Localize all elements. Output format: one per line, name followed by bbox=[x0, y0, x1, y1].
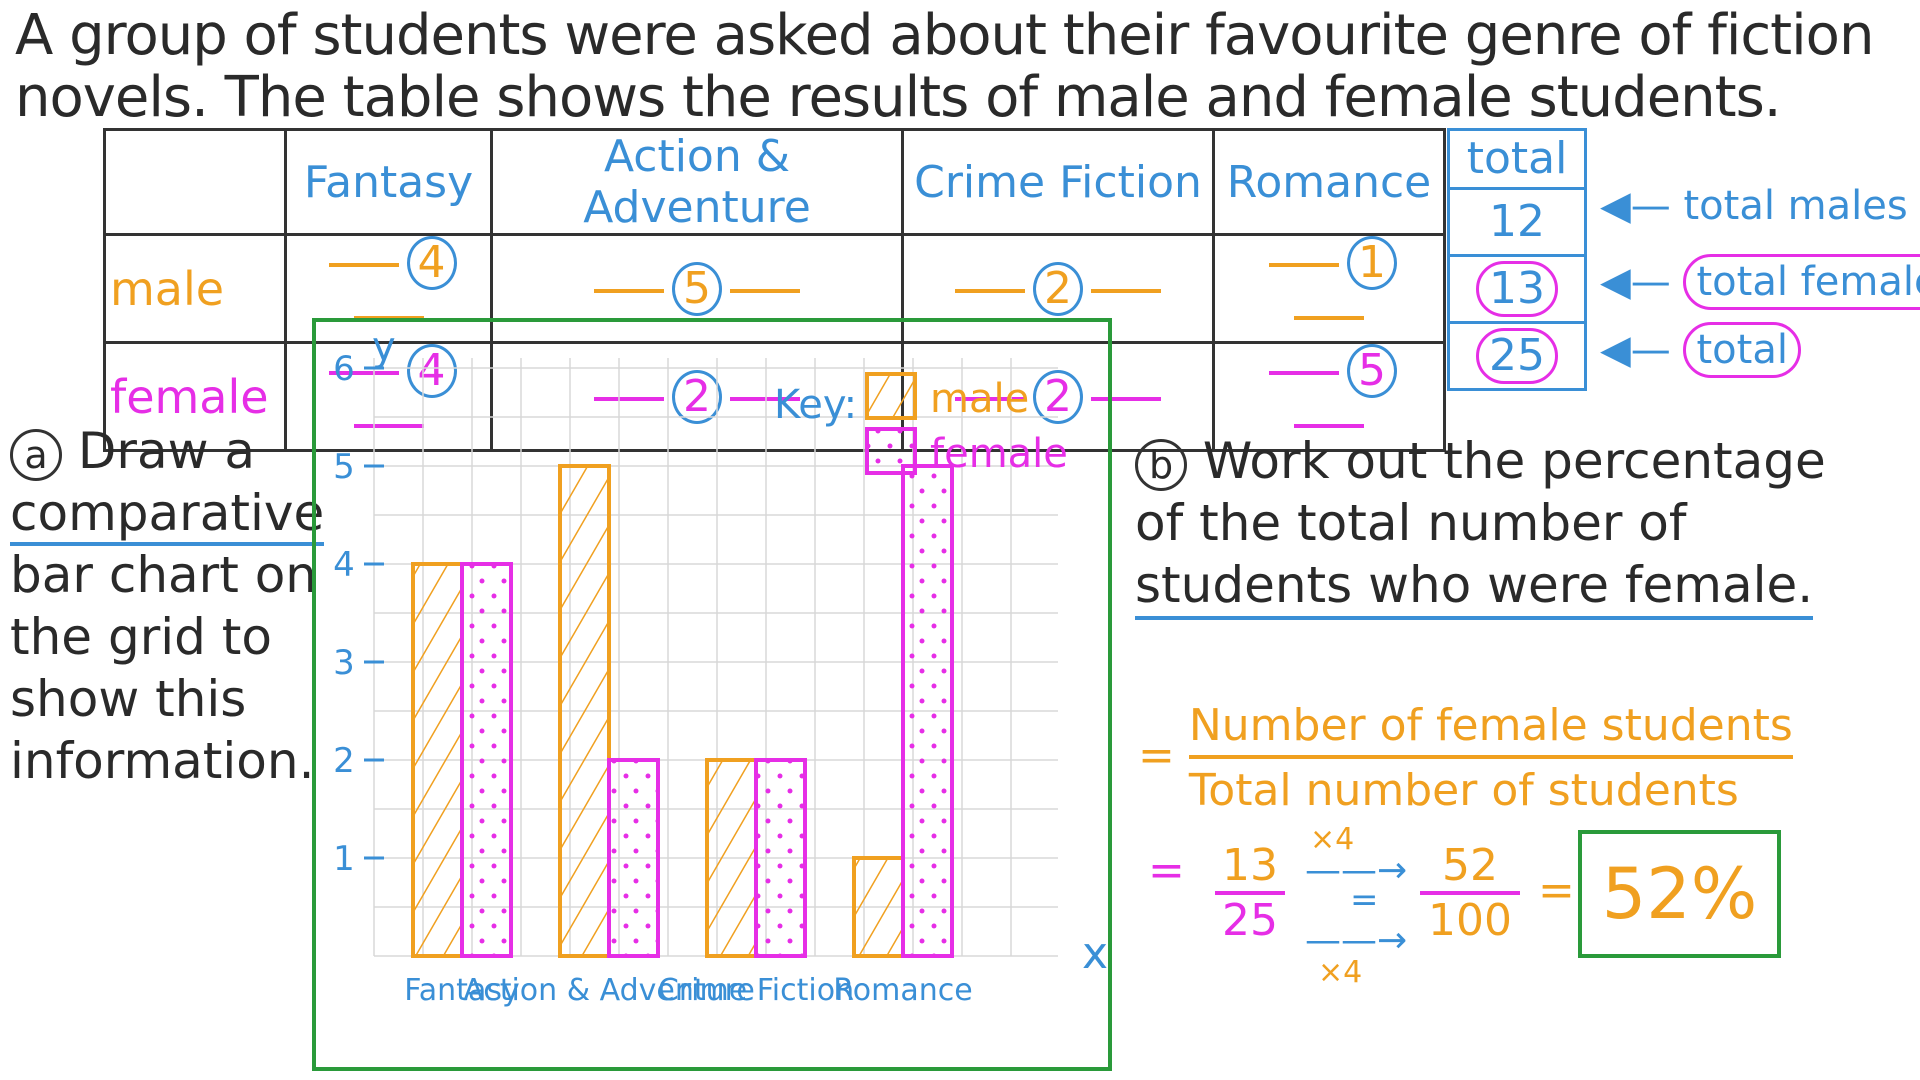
table-cell: 2 bbox=[1033, 261, 1083, 316]
working-fraction-words: = Number of female students Total number… bbox=[1138, 700, 1793, 816]
multiplier-top: ×4 bbox=[1310, 822, 1355, 857]
equals-before-answer: = bbox=[1538, 865, 1575, 916]
bar-female-1 bbox=[607, 758, 660, 958]
arrow-left-icon: ◀— bbox=[1600, 183, 1671, 229]
annotation-total-males: ◀— total males bbox=[1600, 183, 1908, 229]
chart-frame bbox=[312, 318, 1112, 1071]
bar-male-3 bbox=[852, 856, 905, 958]
x-category-label: Romance bbox=[833, 973, 972, 1008]
bar-female-3 bbox=[901, 464, 954, 958]
answer-box: 52% bbox=[1578, 830, 1781, 958]
frac1-numerator: 13 bbox=[1215, 840, 1285, 895]
question-b: b Work out the percentage of the total n… bbox=[1135, 430, 1826, 620]
table-cell: 2 bbox=[672, 369, 722, 424]
arrow-right-icon: ——→ bbox=[1305, 920, 1408, 961]
x-category-label: Fantasy bbox=[404, 973, 519, 1008]
row-label-female: female bbox=[103, 341, 287, 452]
total-column: total 12 13 25 bbox=[1447, 128, 1587, 391]
total-females-value: 13 bbox=[1476, 261, 1558, 317]
table-cell: 2 bbox=[1033, 369, 1083, 424]
results-table: Fantasy Action & Adventure Crime Fiction… bbox=[103, 128, 1446, 452]
table-cell: 4 bbox=[406, 344, 457, 398]
table-cell: 4 bbox=[406, 236, 457, 290]
row-label-male: male bbox=[103, 233, 287, 344]
table-row: male 4 5 2 1 bbox=[103, 233, 1446, 344]
bar-male-0 bbox=[411, 562, 464, 958]
key-label-male: male bbox=[930, 376, 1029, 422]
total-header: total bbox=[1466, 133, 1568, 184]
header-fantasy: Fantasy bbox=[284, 128, 493, 236]
arrow-left-icon: ◀— bbox=[1600, 327, 1671, 373]
key-title: Key: bbox=[774, 382, 857, 428]
question-a-label: a bbox=[10, 428, 62, 481]
annotation-total: ◀— total bbox=[1600, 322, 1801, 378]
key-swatch-female bbox=[865, 427, 917, 475]
intro-text: A group of students were asked about the… bbox=[15, 5, 1915, 129]
key-label-female: female bbox=[930, 431, 1068, 477]
x-category-label: Crime Fiction bbox=[658, 973, 854, 1008]
bar-female-2 bbox=[754, 758, 807, 958]
header-crime-fiction: Crime Fiction bbox=[901, 128, 1215, 236]
question-b-label: b bbox=[1135, 438, 1187, 491]
frac2-numerator: 52 bbox=[1420, 840, 1520, 895]
table-corner bbox=[103, 128, 287, 236]
frac1-denominator: 25 bbox=[1222, 895, 1278, 946]
fraction-13-25: 13 25 bbox=[1215, 840, 1285, 946]
frac2-denominator: 100 bbox=[1428, 895, 1512, 946]
total-value: 25 bbox=[1476, 328, 1558, 384]
y-tick-label: 4 bbox=[333, 545, 355, 585]
working-equals-2: = bbox=[1148, 845, 1185, 896]
arrow-right-icon: ——→ bbox=[1305, 850, 1408, 891]
y-tick-label: 2 bbox=[333, 741, 355, 781]
table-cell: 1 bbox=[1347, 236, 1397, 290]
table-row: female 4 2 2 5 bbox=[103, 341, 1446, 452]
x-axis-label: x bbox=[1082, 928, 1108, 979]
y-tick-label: 1 bbox=[333, 839, 355, 879]
multiplier-bottom: ×4 bbox=[1318, 955, 1363, 990]
bar-female-0 bbox=[460, 562, 513, 958]
arrow-left-icon: ◀— bbox=[1600, 259, 1671, 305]
intro-line-1: A group of students were asked about the… bbox=[15, 3, 1874, 68]
y-tick-label: 5 bbox=[333, 447, 355, 487]
table-cell: 5 bbox=[672, 261, 722, 316]
table-cell: 5 bbox=[1347, 344, 1397, 398]
equals-sign: = bbox=[1138, 730, 1175, 781]
numerator-words: Number of female students bbox=[1188, 700, 1793, 759]
equals-mid: = bbox=[1350, 880, 1379, 920]
x-category-label: Action & Adventure bbox=[463, 973, 755, 1008]
fraction-52-100: 52 100 bbox=[1420, 840, 1520, 946]
key-swatch-male bbox=[865, 372, 917, 420]
y-tick-label: 6 bbox=[333, 349, 355, 389]
y-axis-label: y bbox=[372, 324, 396, 370]
bar-male-2 bbox=[705, 758, 758, 958]
header-action-adventure: Action & Adventure bbox=[490, 128, 904, 236]
bar-male-1 bbox=[558, 464, 611, 958]
intro-line-2: novels. The table shows the results of m… bbox=[15, 65, 1782, 130]
header-romance: Romance bbox=[1212, 128, 1446, 236]
denominator-words: Total number of students bbox=[1188, 765, 1739, 816]
question-a: a Draw a comparative bar chart on the gr… bbox=[10, 422, 325, 790]
total-males-value: 12 bbox=[1450, 187, 1584, 254]
y-tick-label: 3 bbox=[333, 643, 355, 683]
